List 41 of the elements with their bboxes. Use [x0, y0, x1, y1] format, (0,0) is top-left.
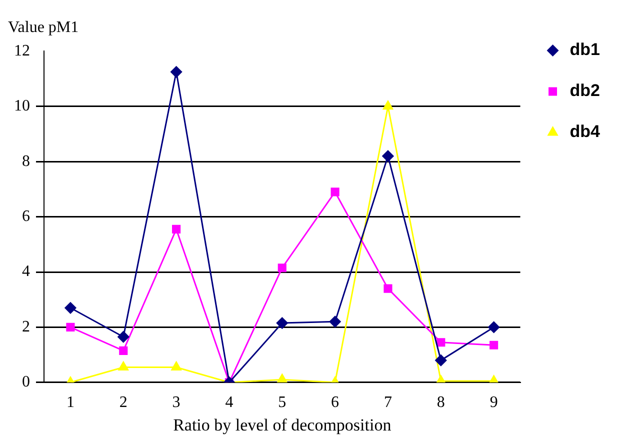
x-tick-label: 7 — [384, 394, 392, 412]
point — [276, 317, 288, 329]
point — [171, 361, 182, 370]
point — [329, 316, 341, 328]
y-tick-label: 12 — [14, 42, 30, 60]
y-tick-label: 8 — [22, 152, 30, 170]
x-tick-label: 3 — [172, 394, 180, 412]
point — [64, 302, 76, 314]
legend-label: db2 — [570, 81, 600, 100]
x-tick-label: 6 — [331, 394, 340, 412]
x-tick-label: 4 — [225, 394, 234, 412]
point — [382, 100, 394, 110]
y-tick-label: 0 — [22, 374, 30, 391]
point — [384, 284, 392, 293]
y-tick-label: 10 — [14, 98, 30, 115]
x-tick-label: 1 — [66, 394, 74, 412]
point — [490, 340, 498, 350]
point — [488, 321, 500, 333]
x-tick-label: 5 — [278, 394, 286, 412]
y-tick-label: 4 — [22, 263, 30, 280]
point — [435, 354, 447, 366]
y-tick-label: 6 — [22, 208, 30, 226]
point — [278, 264, 286, 272]
point — [119, 346, 128, 355]
legend-label: db4 — [570, 122, 601, 142]
point — [118, 331, 130, 343]
x-axis-title: Ratio by level of decomposition — [173, 415, 392, 434]
y-axis-title: Value pM1 — [8, 18, 79, 36]
point — [118, 361, 128, 370]
x-tick-label: 9 — [490, 394, 498, 412]
point — [330, 188, 340, 196]
point — [277, 374, 288, 382]
point — [382, 150, 394, 162]
point — [66, 322, 75, 332]
y-tick-label: 2 — [22, 318, 30, 336]
x-tick-label: 2 — [119, 394, 128, 412]
x-tick-label: 8 — [436, 394, 445, 412]
point — [170, 66, 182, 78]
legend-label: db1 — [570, 40, 600, 60]
point — [436, 338, 446, 347]
point — [172, 224, 181, 234]
